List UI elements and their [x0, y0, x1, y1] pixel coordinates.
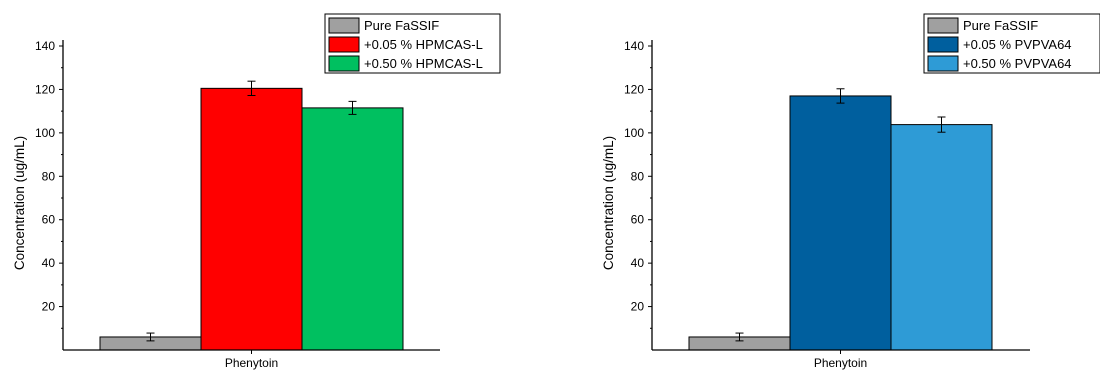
y-axis-title: Concentration (ug/mL)	[601, 136, 616, 270]
y-tick-label: 140	[624, 39, 644, 53]
x-category-label: Phenytoin	[225, 356, 278, 370]
legend-label: +0.05 % PVPVA64	[963, 37, 1072, 52]
y-tick-label: 140	[35, 39, 55, 53]
y-tick-label: 120	[35, 82, 55, 96]
legend-swatch	[328, 55, 360, 72]
legend-swatch	[927, 17, 959, 34]
bar	[200, 87, 303, 351]
y-tick-label: 100	[624, 126, 644, 140]
legend-swatch	[328, 17, 360, 34]
legend-swatch	[927, 55, 959, 72]
y-tick-label: 40	[631, 256, 645, 270]
y-tick-label: 60	[631, 213, 645, 227]
y-tick-label: 120	[624, 82, 644, 96]
legend-label: Pure FaSSIF	[364, 18, 439, 33]
y-tick-label: 20	[42, 300, 56, 314]
legend-swatch	[328, 36, 360, 53]
y-tick-label: 80	[42, 169, 56, 183]
y-tick-label: 40	[42, 256, 56, 270]
legend-label: +0.05 % HPMCAS-L	[364, 37, 483, 52]
chart-hpmcas: 20 40 60 80 100 120 140 Phenytoin Concentration …	[12, 13, 501, 370]
y-tick-label: 20	[631, 300, 645, 314]
x-category-label: Phenytoin	[814, 356, 867, 370]
y-axis-title: Concentration (ug/mL)	[12, 136, 27, 270]
bar	[301, 107, 404, 351]
bar	[890, 124, 993, 351]
chart-pvpva64: 20 40 60 80 100 120 140 Phenytoin Concentration …	[601, 13, 1100, 370]
legend-swatch	[927, 36, 959, 53]
y-tick-label: 60	[42, 213, 56, 227]
legend-label: +0.50 % HPMCAS-L	[364, 56, 483, 71]
y-tick-label: 100	[35, 126, 55, 140]
legend-label: Pure FaSSIF	[963, 18, 1038, 33]
bar	[789, 95, 892, 351]
y-tick-label: 80	[631, 169, 645, 183]
legend-label: +0.50 % PVPVA64	[963, 56, 1072, 71]
